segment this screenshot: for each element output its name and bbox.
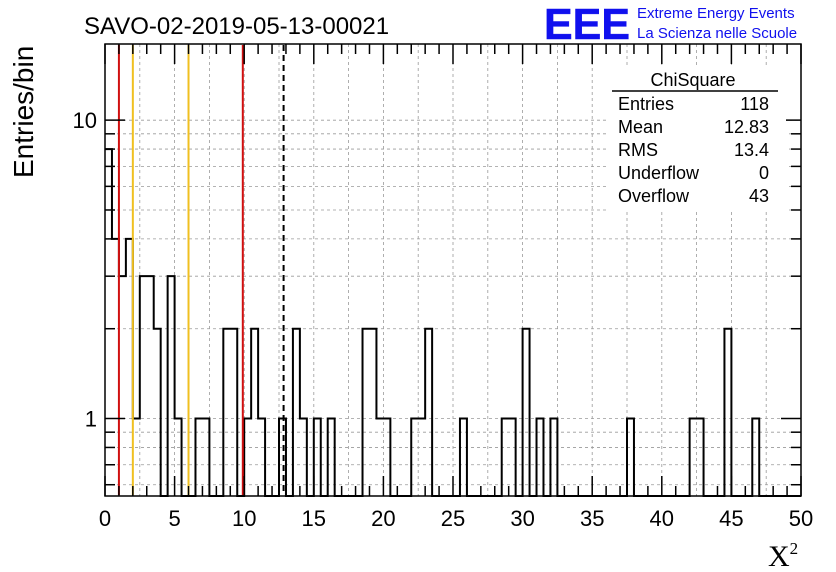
stats-value: 118 [740, 94, 769, 114]
x-tick-label: 50 [789, 506, 813, 531]
histogram-bin [418, 419, 425, 496]
histogram-bin [690, 419, 697, 496]
histogram-bin [147, 276, 154, 496]
histogram-bin [509, 419, 516, 496]
histogram-bin [154, 329, 161, 496]
histogram-bin [460, 419, 467, 496]
histogram-bin [105, 149, 112, 496]
histogram-bin [140, 276, 147, 496]
histogram-bin [369, 329, 376, 496]
y-tick-label: 10 [73, 108, 97, 133]
histogram-bin [119, 276, 126, 496]
histogram-bin [300, 419, 307, 496]
histogram-bin [258, 419, 265, 496]
histogram-bin [230, 329, 237, 496]
logo-line-1: Extreme Energy Events [637, 5, 795, 22]
stats-value: 13.4 [734, 140, 769, 160]
histogram-bin [244, 419, 251, 496]
y-tick-labels: 1 10 [73, 108, 97, 431]
stats-box: ChiSquare Entries 118 Mean 12.83 RMS 13.4 Unde… [606, 66, 786, 212]
histogram-bin [314, 419, 321, 496]
histogram-bin [724, 329, 731, 496]
histogram-bin [363, 329, 370, 496]
histogram-bin [752, 419, 759, 496]
stats-title: ChiSquare [650, 70, 735, 90]
histogram-bin [376, 419, 383, 496]
y-axis-label: Entries/bin [8, 46, 39, 178]
x-tick-label: 20 [371, 506, 395, 531]
histogram-bin [195, 419, 202, 496]
histogram-bin [627, 419, 634, 496]
histogram-bin [537, 419, 544, 496]
logo-letters: EEE [544, 0, 630, 49]
histogram-bin [251, 329, 258, 496]
histogram-bin [279, 419, 286, 496]
logo-line-2: La Scienza nelle Scuole [637, 25, 797, 42]
histogram-bin [133, 419, 140, 496]
histogram-bin [223, 329, 230, 496]
stats-rows: Entries 118 Mean 12.83 RMS 13.4 Underflow 0 Over… [618, 94, 769, 206]
histogram-bin [202, 419, 209, 496]
eee-logo: EEE Extreme Energy Events La Scienza nel… [544, 0, 797, 49]
x-tick-label: 45 [719, 506, 743, 531]
stats-label: RMS [618, 140, 658, 160]
x-axis-label-superscript: 2 [790, 539, 799, 558]
histogram-bin [502, 419, 509, 496]
histogram-bin [112, 239, 119, 496]
x-axis-label-base: X [768, 540, 790, 572]
histogram-bin [697, 419, 704, 496]
chart-title: SAVO-02-2019-05-13-00021 [84, 13, 389, 40]
grid-lines [105, 44, 801, 496]
x-tick-label: 35 [580, 506, 604, 531]
x-tick-label: 0 [99, 506, 111, 531]
x-tick-label: 5 [168, 506, 180, 531]
histogram-bin [550, 419, 557, 496]
x-tick-label: 25 [441, 506, 465, 531]
x-tick-label: 10 [232, 506, 256, 531]
histogram-bin [293, 329, 300, 496]
stats-label: Underflow [618, 163, 700, 183]
histogram-bin [383, 419, 390, 496]
axis-ticks [104, 44, 802, 496]
histogram-bin [425, 329, 432, 496]
x-axis-label: X2 [768, 539, 798, 572]
histogram-bin [328, 419, 335, 496]
stats-value: 0 [759, 163, 769, 183]
histogram-bin [168, 276, 175, 496]
stats-label: Overflow [618, 186, 690, 206]
stats-label: Entries [618, 94, 674, 114]
histogram-bin [175, 419, 182, 496]
reference-lines [117, 45, 285, 495]
histogram-bin [411, 419, 418, 496]
stats-value: 43 [749, 186, 769, 206]
x-tick-labels: 0 5 10 15 20 25 30 35 40 45 50 [99, 506, 813, 531]
histogram-bin [126, 239, 133, 496]
x-tick-label: 15 [302, 506, 326, 531]
x-tick-label: 30 [510, 506, 534, 531]
y-tick-label: 1 [85, 407, 97, 432]
stats-label: Mean [618, 117, 663, 137]
x-tick-label: 40 [650, 506, 674, 531]
stats-value: 12.83 [724, 117, 769, 137]
histogram-bin [523, 329, 530, 496]
